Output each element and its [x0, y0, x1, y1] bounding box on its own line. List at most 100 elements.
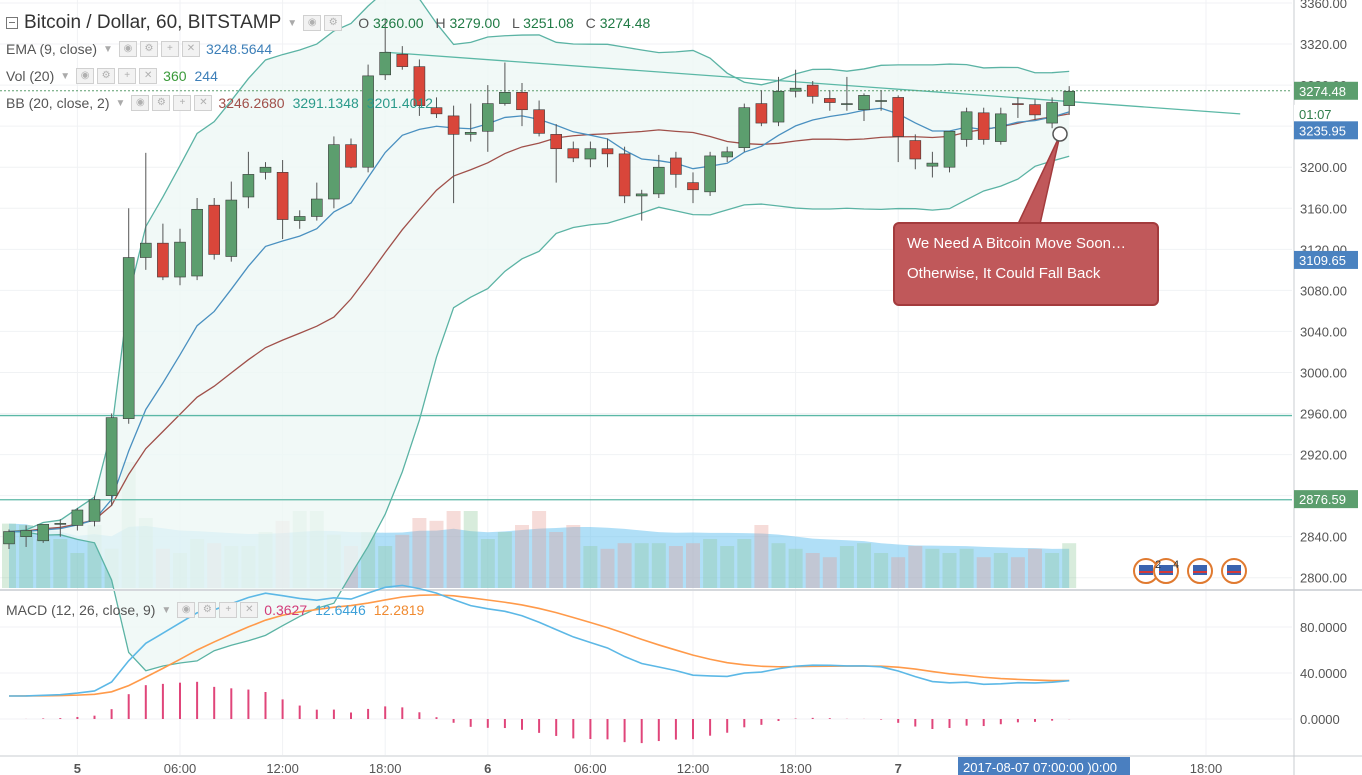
gear-icon[interactable]: ⚙: [198, 602, 217, 618]
ohlc-open: 3260.00: [372, 15, 424, 31]
collapse-icon[interactable]: [6, 17, 18, 29]
ohlc-close: 3274.48: [599, 15, 651, 31]
gear-icon[interactable]: ⚙: [152, 95, 171, 111]
candle-body: [362, 75, 374, 168]
macd-line: [8, 584, 1070, 697]
header-buttons[interactable]: ◉ ⚙: [303, 15, 343, 31]
candle-body: [481, 103, 494, 132]
candle-body: [71, 509, 84, 526]
volume-bar: [36, 539, 51, 588]
ohlc-readout: O 3260.00 H 3279.00 L 3251.08 C 3274.48: [358, 15, 658, 31]
time-tick-label: 7: [895, 761, 902, 775]
time-tick-label: 06:00: [574, 761, 607, 775]
macd-hist-value: 0.3627: [264, 602, 308, 618]
macd-legend[interactable]: MACD (12, 26, close, 9) ▼ ◉ ⚙ + ✕ 0.3627 12…: [0, 600, 432, 620]
bb-lower-value: 3201.4012: [366, 95, 433, 111]
price-badge-level2: 3109.65: [1299, 253, 1346, 268]
eye-icon[interactable]: ◉: [177, 602, 196, 618]
gear-icon[interactable]: ⚙: [97, 68, 116, 84]
candle-body: [379, 51, 392, 76]
chevron-down-icon[interactable]: ▼: [115, 97, 126, 109]
candle-body: [738, 107, 751, 149]
vol-label[interactable]: Vol (20): [6, 68, 55, 84]
time-tick-label: 12:00: [266, 761, 299, 775]
price-tick-label: 3040.00: [1300, 324, 1347, 339]
candle-body: [909, 140, 922, 160]
volume-bar: [857, 543, 871, 588]
volume-bar: [993, 553, 1008, 588]
bb-buttons[interactable]: ◉ ⚙ + ✕: [131, 95, 213, 111]
eye-icon[interactable]: ◉: [76, 68, 95, 84]
vol-buttons[interactable]: ◉ ⚙ + ✕: [76, 68, 158, 84]
volume-bar: [788, 548, 803, 588]
ema-legend[interactable]: EMA (9, close) ▼ ◉ ⚙ + ✕ 3248.5644: [0, 39, 280, 59]
volume-bar: [908, 546, 923, 588]
symbol-title[interactable]: Bitcoin / Dollar, 60, BITSTAMP: [24, 12, 282, 33]
chevron-down-icon[interactable]: ▼: [103, 43, 113, 55]
chevron-down-icon[interactable]: ▼: [60, 70, 71, 82]
candle-body: [140, 242, 152, 258]
close-icon[interactable]: ✕: [139, 68, 158, 84]
ema-value: 3248.5644: [205, 41, 273, 57]
chevron-down-icon[interactable]: ▼: [161, 604, 172, 616]
candle-body: [977, 112, 990, 140]
plus-icon[interactable]: +: [118, 68, 137, 84]
eye-icon[interactable]: ◉: [303, 15, 322, 31]
plus-icon[interactable]: +: [160, 41, 179, 57]
eye-icon[interactable]: ◉: [118, 41, 137, 57]
callout-line-1: We Need A Bitcoin Move Soon…: [907, 235, 1127, 252]
eye-icon[interactable]: ◉: [131, 95, 150, 111]
macd-label[interactable]: MACD (12, 26, close, 9): [6, 602, 156, 618]
price-badge-level1-bg: [1294, 490, 1358, 509]
candle-body: [1046, 102, 1058, 124]
ema-label[interactable]: EMA (9, close): [6, 41, 98, 57]
gear-icon[interactable]: ⚙: [139, 41, 158, 57]
plus-icon[interactable]: +: [219, 602, 238, 618]
candle-body: [841, 103, 853, 105]
close-icon[interactable]: ✕: [194, 95, 213, 111]
candle-body: [601, 148, 614, 155]
price-tick-label: 2920.00: [1300, 448, 1347, 463]
volume-bar: [600, 548, 615, 588]
gear-icon[interactable]: ⚙: [324, 15, 343, 31]
close-icon[interactable]: ✕: [240, 602, 259, 618]
candle-body: [670, 157, 682, 175]
bb-label[interactable]: BB (20, close, 2): [6, 95, 110, 111]
chevron-down-icon[interactable]: ▼: [287, 17, 298, 29]
close-icon[interactable]: ✕: [181, 41, 200, 57]
price-tick-label: 3320.00: [1300, 37, 1347, 52]
candle-body: [823, 98, 836, 103]
volume-bar: [566, 525, 581, 588]
flag-canton: [1159, 565, 1173, 575]
flag-canton: [1193, 565, 1207, 575]
candle-body: [1029, 104, 1041, 116]
vol-legend[interactable]: Vol (20) ▼ ◉ ⚙ + ✕ 360 244: [0, 66, 226, 86]
volume-bar: [583, 546, 598, 588]
price-badge-countdown-bg: [1294, 104, 1358, 123]
volume-bar: [429, 520, 444, 588]
candle-body: [789, 87, 802, 92]
price-tick-label: 2800.00: [1300, 571, 1347, 586]
macd-buttons[interactable]: ◉ ⚙ + ✕: [177, 602, 259, 618]
symbol-header: Bitcoin / Dollar, 60, BITSTAMP ▼ ◉ ⚙ O 32…: [0, 12, 658, 33]
candle-body: [328, 144, 340, 200]
price-badge-level2-bg: [1294, 250, 1358, 269]
flag-canton: [1227, 565, 1241, 575]
bb-fill: [9, 0, 1070, 671]
volume-bar: [463, 511, 478, 588]
candle-body: [960, 111, 973, 140]
candle-body: [413, 66, 426, 106]
macd-tick-label: 80.0000: [1300, 620, 1347, 635]
plus-icon[interactable]: +: [173, 95, 192, 111]
candle-body: [54, 523, 67, 525]
bb-legend[interactable]: BB (20, close, 2) ▼ ◉ ⚙ + ✕ 3246.2680 3291.…: [0, 93, 441, 113]
callout-annotation[interactable]: We Need A Bitcoin Move Soon… Otherwise, …: [893, 222, 1159, 306]
candle-body: [174, 241, 186, 278]
candle-body: [635, 193, 648, 197]
bb-upper-value: 3291.1348: [292, 95, 359, 111]
crosshair-time-label: 2017-08-07 07:00:00 )0:00: [963, 760, 1117, 775]
volume-bar: [1010, 557, 1025, 588]
ema-buttons[interactable]: ◉ ⚙ + ✕: [118, 41, 200, 57]
price-tick-label: 2840.00: [1300, 530, 1347, 545]
